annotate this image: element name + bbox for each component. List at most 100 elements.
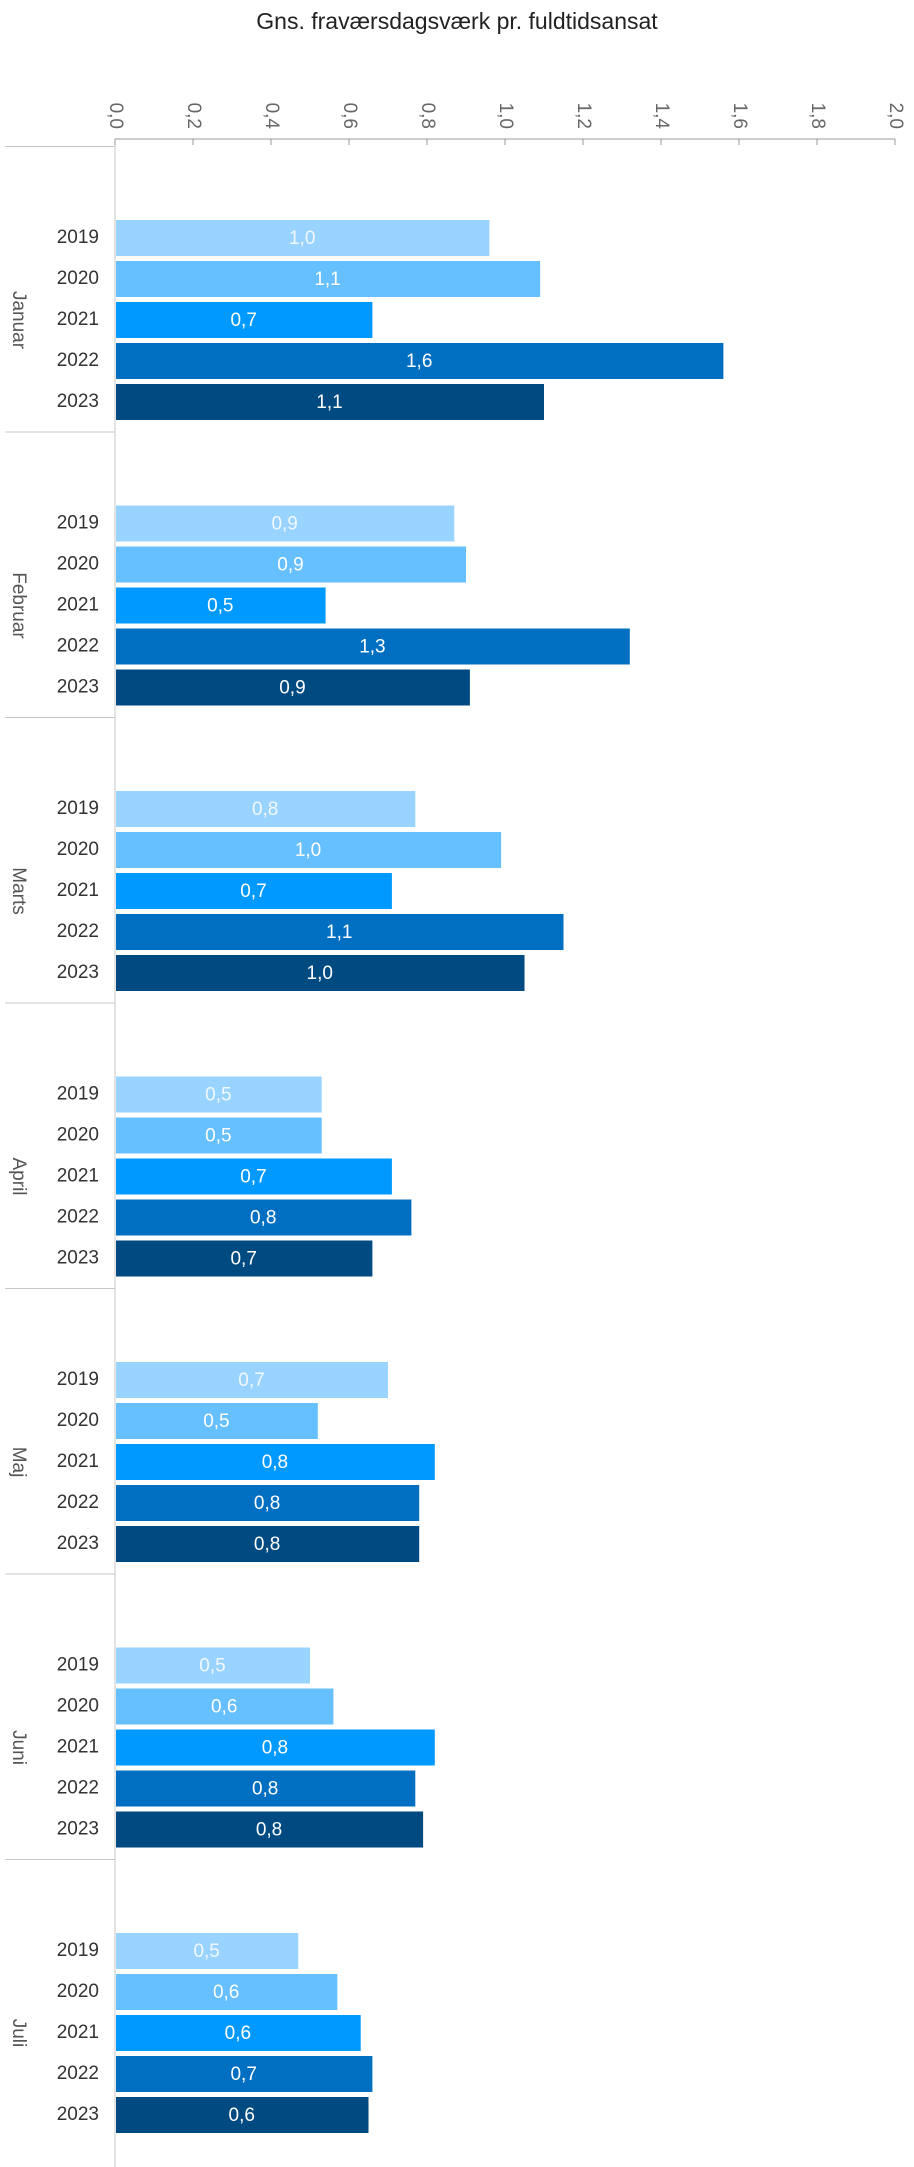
data-label: 0,5 — [205, 1085, 231, 1106]
data-label: 0,5 — [193, 1941, 219, 1962]
data-label: 0,9 — [277, 555, 303, 576]
bar — [116, 1729, 435, 1766]
bar — [116, 384, 544, 420]
year-label: 2021 — [57, 595, 99, 616]
data-label: 1,0 — [295, 840, 321, 861]
bar — [116, 2015, 361, 2051]
bar — [116, 628, 630, 665]
data-label: 0,7 — [230, 2064, 256, 2085]
bar — [116, 1158, 392, 1195]
year-label: 2020 — [57, 839, 99, 860]
data-label: 1,6 — [406, 351, 432, 372]
bar — [116, 1485, 420, 1521]
category-label: Januar — [8, 291, 29, 350]
year-label: 2020 — [57, 1981, 99, 2002]
year-label: 2020 — [57, 268, 99, 289]
bar — [116, 1770, 416, 1807]
bar — [116, 669, 470, 706]
year-label: 2021 — [57, 880, 99, 901]
bar — [116, 791, 416, 827]
x-tick-label: 1,6 — [729, 103, 750, 129]
year-label: 2022 — [57, 1778, 99, 1799]
year-label: 2023 — [57, 1819, 99, 1840]
data-label: 0,9 — [279, 678, 305, 699]
year-label: 2023 — [57, 962, 99, 983]
data-label: 0,6 — [213, 1982, 239, 2003]
bar — [116, 1240, 373, 1277]
year-label: 2023 — [57, 1533, 99, 1554]
year-label: 2023 — [57, 677, 99, 698]
bar — [116, 1526, 420, 1562]
year-label: 2022 — [57, 1207, 99, 1228]
year-label: 2023 — [57, 2104, 99, 2125]
data-label: 0,7 — [230, 310, 256, 331]
year-label: 2021 — [57, 309, 99, 330]
bar — [116, 505, 455, 542]
year-label: 2021 — [57, 1451, 99, 1472]
year-label: 2019 — [57, 1084, 99, 1105]
data-label: 0,9 — [271, 514, 297, 535]
bar — [116, 587, 326, 624]
data-label: 0,6 — [229, 2105, 255, 2126]
year-label: 2021 — [57, 1166, 99, 1187]
year-label: 2019 — [57, 1655, 99, 1676]
bar — [116, 1076, 322, 1113]
data-label: 0,8 — [252, 799, 278, 820]
year-label: 2023 — [57, 391, 99, 412]
data-label: 0,5 — [207, 596, 233, 617]
data-label: 0,7 — [230, 1249, 256, 1270]
data-label: 0,7 — [240, 881, 266, 902]
data-label: 0,7 — [240, 1167, 266, 1188]
data-label: 0,8 — [250, 1208, 276, 1229]
data-label: 0,6 — [225, 2023, 251, 2044]
bar — [116, 343, 724, 379]
year-label: 2020 — [57, 1125, 99, 1146]
bar — [116, 1199, 412, 1236]
year-label: 2022 — [57, 636, 99, 657]
year-label: 2023 — [57, 1248, 99, 1269]
x-tick-label: 0,8 — [417, 103, 438, 129]
category-label: Juni — [8, 1730, 29, 1765]
data-label: 1,0 — [307, 963, 333, 984]
x-tick-label: 0,2 — [183, 103, 204, 129]
data-label: 0,5 — [199, 1656, 225, 1677]
category-label: April — [8, 1157, 29, 1195]
x-tick-label: 2,0 — [885, 103, 906, 129]
x-tick-label: 1,8 — [807, 103, 828, 129]
bar — [116, 1117, 322, 1154]
data-label: 0,6 — [211, 1697, 237, 1718]
data-label: 0,5 — [205, 1126, 231, 1147]
year-label: 2022 — [57, 1492, 99, 1513]
data-label: 1,1 — [316, 392, 342, 413]
bar — [116, 2056, 373, 2092]
bar — [116, 220, 490, 256]
data-label: 0,8 — [254, 1534, 280, 1555]
data-label: 1,1 — [314, 269, 340, 290]
bar — [116, 1974, 338, 2010]
bar — [116, 261, 541, 297]
data-label: 0,7 — [238, 1370, 264, 1391]
category-label: Februar — [8, 572, 29, 639]
bar — [116, 1403, 318, 1439]
x-tick-label: 0,0 — [105, 103, 126, 129]
year-label: 2021 — [57, 1737, 99, 1758]
bar — [116, 914, 564, 950]
year-label: 2022 — [57, 2063, 99, 2084]
x-tick-label: 1,0 — [495, 103, 516, 129]
year-label: 2020 — [57, 1410, 99, 1431]
bar — [116, 955, 525, 991]
year-label: 2022 — [57, 921, 99, 942]
data-label: 0,8 — [256, 1820, 282, 1841]
data-label: 0,5 — [203, 1411, 229, 1432]
x-tick-label: 1,4 — [651, 103, 672, 130]
bar — [116, 1933, 299, 1969]
bar — [116, 1811, 424, 1848]
bar — [116, 873, 392, 909]
year-label: 2020 — [57, 1696, 99, 1717]
x-tick-label: 0,6 — [339, 103, 360, 129]
bar — [116, 832, 502, 868]
data-label: 0,8 — [252, 1779, 278, 1800]
year-label: 2021 — [57, 2022, 99, 2043]
year-label: 2019 — [57, 513, 99, 534]
